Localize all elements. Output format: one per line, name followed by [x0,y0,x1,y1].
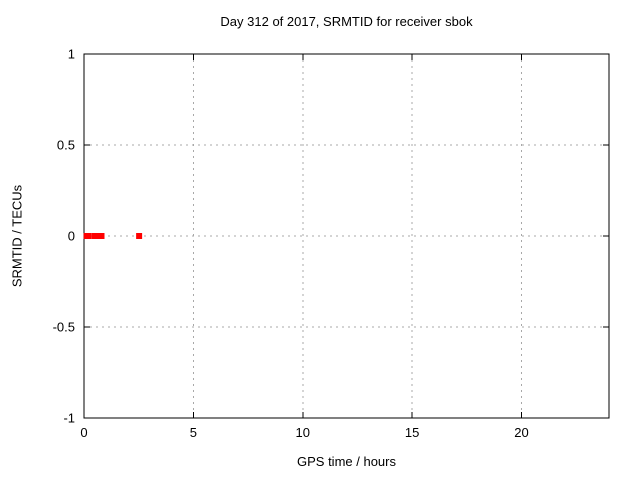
data-point-marker [91,233,98,239]
data-points [83,233,143,239]
y-tick-label: 0.5 [57,138,75,153]
y-tick-label: 0 [68,229,75,244]
data-point-marker [136,233,143,239]
gridlines [84,54,609,418]
data-point-marker [98,233,105,239]
y-tick-label: 1 [68,47,75,62]
y-tick-label: -0.5 [53,320,75,335]
data-point-marker [95,233,102,239]
x-axis-label: GPS time / hours [297,454,396,469]
x-tick-label: 15 [405,425,419,440]
x-tick-label: 10 [296,425,310,440]
x-tick-labels: 0 5 10 15 20 [80,425,528,440]
x-tick-label: 5 [190,425,197,440]
x-tick-label: 20 [514,425,528,440]
x-tick-label: 0 [80,425,87,440]
y-tick-labels: -1 -0.5 0 0.5 1 [53,47,75,426]
y-tick-label: -1 [63,411,75,426]
chart-title: Day 312 of 2017, SRMTID for receiver sbo… [220,14,473,29]
data-point-marker [85,233,92,239]
